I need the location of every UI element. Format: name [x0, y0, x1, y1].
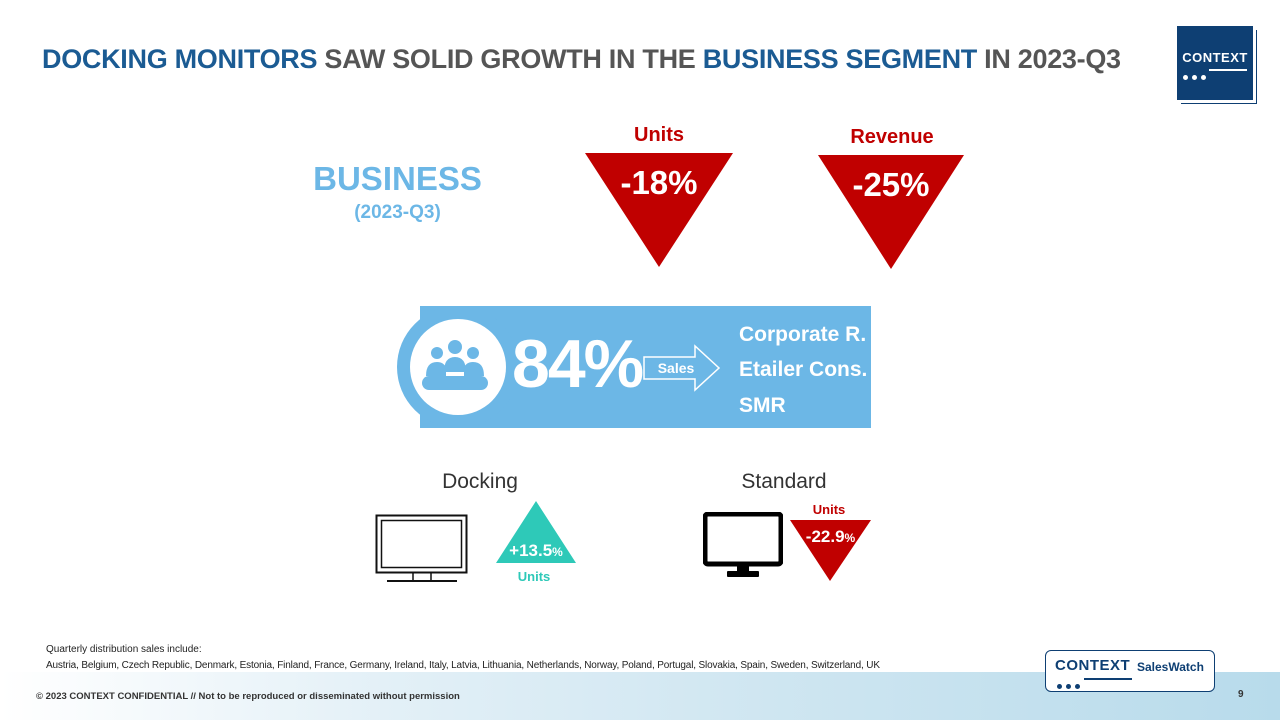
monitor-outline-icon — [375, 514, 468, 582]
footnote-heading: Quarterly distribution sales include: — [46, 644, 202, 655]
revenue-decline-triangle — [818, 155, 964, 269]
standard-value-unit: % — [844, 531, 856, 545]
channel-smr: SMR — [739, 394, 786, 417]
docking-metric-label: Units — [517, 569, 551, 584]
context-logo: CONTEXT — [1177, 26, 1253, 100]
units-kpi-label: Units — [634, 124, 684, 146]
docking-label: Docking — [442, 470, 518, 493]
saleswatch-logo-line — [1084, 678, 1132, 680]
revenue-kpi-value: -25% — [852, 166, 930, 203]
docking-value-unit: % — [552, 545, 563, 559]
page-title: DOCKING MONITORS SAW SOLID GROWTH IN THE… — [42, 44, 1121, 75]
footnote-countries: Austria, Belgium, Czech Republic, Denmar… — [46, 660, 880, 671]
docking-value: +13.5% — [496, 541, 576, 561]
channel-corporate: Corporate R. — [739, 323, 867, 346]
copyright-notice: © 2023 CONTEXT CONFIDENTIAL // Not to be… — [36, 691, 460, 702]
docking-growth-triangle — [496, 501, 576, 563]
standard-label: Standard — [741, 470, 827, 493]
units-kpi-value: -18% — [620, 164, 698, 201]
revenue-kpi-label: Revenue — [850, 126, 934, 148]
group-icon — [422, 340, 488, 390]
docking-value-number: +13.5 — [509, 541, 553, 560]
context-logo-dots — [1183, 67, 1210, 85]
units-decline-triangle — [585, 153, 733, 267]
title-highlight-docking: DOCKING MONITORS — [42, 44, 318, 74]
saleswatch-logo-dots — [1057, 676, 1084, 694]
context-logo-text: CONTEXT — [1182, 50, 1248, 65]
segment-period: (2023-Q3) — [354, 202, 441, 223]
standard-decline-triangle — [790, 520, 871, 581]
context-logo-line — [1209, 69, 1247, 71]
standard-metric-label: Units — [812, 502, 846, 517]
share-value: 84% — [512, 326, 644, 402]
title-text-1: SAW SOLID GROWTH IN THE — [317, 44, 703, 74]
saleswatch-logo-context: CONTEXT — [1055, 657, 1131, 674]
sales-arrow-label: Sales — [657, 360, 695, 376]
saleswatch-logo-product: SalesWatch — [1137, 660, 1204, 674]
monitor-solid-icon — [703, 512, 783, 577]
saleswatch-logo: CONTEXT SalesWatch — [1045, 650, 1215, 692]
segment-label: BUSINESS (2023-Q3) — [300, 160, 495, 224]
sales-arrow-icon — [643, 344, 721, 392]
standard-value-number: -22.9 — [805, 527, 845, 546]
page-number: 9 — [1238, 689, 1244, 700]
standard-value: -22.9% — [790, 527, 871, 547]
title-highlight-business: BUSINESS SEGMENT — [702, 44, 978, 74]
title-text-2: IN 2023-Q3 — [976, 44, 1121, 74]
segment-name: BUSINESS — [313, 160, 482, 197]
channel-etailer: Etailer Cons. — [739, 358, 868, 381]
